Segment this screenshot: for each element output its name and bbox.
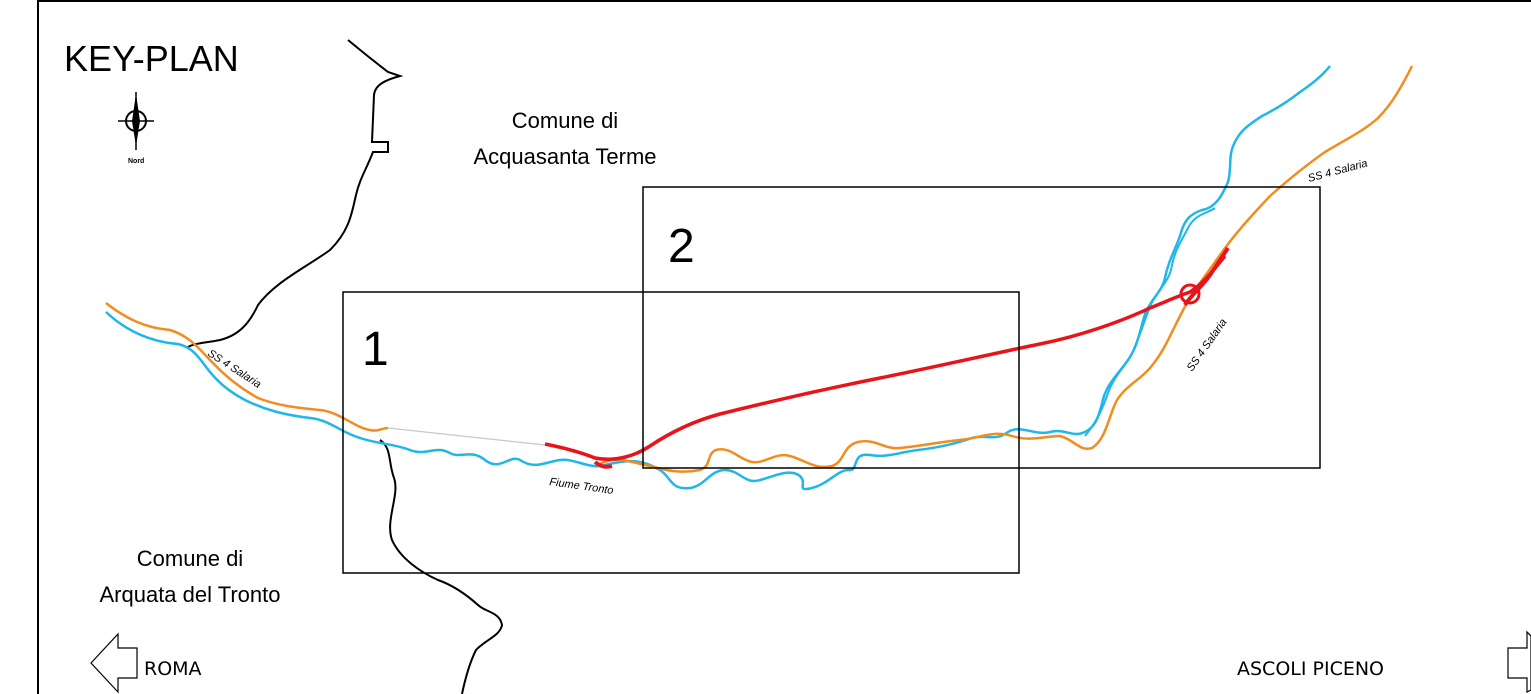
project-ramp-east <box>1183 246 1230 307</box>
municipality-north-line1: Comune di <box>512 108 618 133</box>
municipal-boundary-north <box>187 39 404 348</box>
map-title: KEY-PLAN <box>64 38 239 79</box>
arrow-right-icon[interactable] <box>1507 630 1531 693</box>
sheet-frame-2[interactable] <box>642 186 1321 469</box>
sheet-frame-1[interactable] <box>342 291 1020 574</box>
road-ss4-salaria <box>105 65 1414 473</box>
direction-right-label: ASCOLI PICENO <box>1237 658 1384 680</box>
project-ramp-west <box>593 460 613 469</box>
existing-alignment <box>387 427 546 446</box>
north-label: Nord <box>128 158 144 165</box>
sheet-number-2: 2 <box>668 220 695 273</box>
roundabout <box>1179 283 1201 305</box>
municipality-south-line1: Comune di <box>137 546 243 571</box>
municipality-south-line2: Arquata del Tronto <box>99 582 280 607</box>
north-arrow-icon <box>118 92 154 150</box>
project-alignment <box>544 254 1227 461</box>
sheet-number-1: 1 <box>362 323 389 376</box>
direction-left-label: ROMA <box>144 658 202 680</box>
river-tronto <box>105 65 1331 491</box>
river-tronto-bank <box>1084 207 1216 437</box>
municipality-north-line2: Acquasanta Terme <box>473 144 656 169</box>
municipal-boundary-south <box>379 439 504 694</box>
arrow-left-icon[interactable] <box>90 632 138 694</box>
